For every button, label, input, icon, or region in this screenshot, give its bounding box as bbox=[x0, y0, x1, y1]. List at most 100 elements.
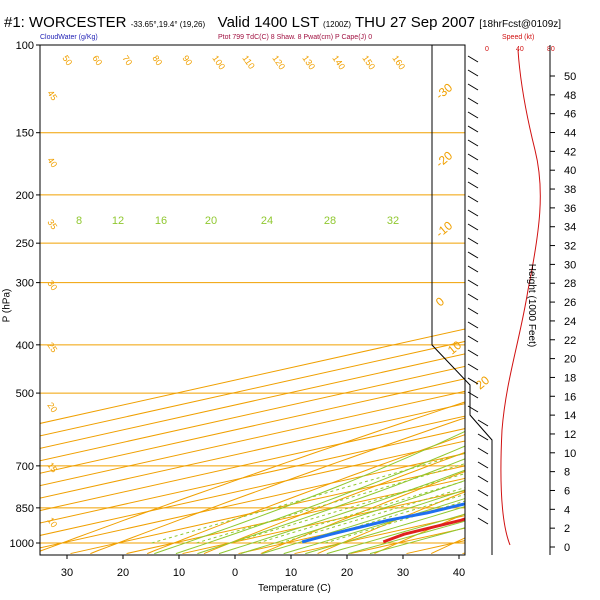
height-tick-label: 48 bbox=[564, 90, 576, 102]
pressure-tick-label: 850 bbox=[16, 503, 34, 515]
wind-barb bbox=[477, 475, 489, 483]
theta-side-label: 35 bbox=[45, 217, 59, 231]
height-tick-label: 18 bbox=[564, 372, 576, 384]
wind-barb bbox=[467, 209, 479, 217]
wind-barb bbox=[467, 363, 479, 371]
isotherm-line bbox=[40, 390, 465, 487]
height-tick-label: 22 bbox=[564, 335, 576, 347]
theta-top-label: 80 bbox=[150, 53, 164, 67]
moist-adiabat bbox=[197, 458, 465, 555]
height-tick-label: 30 bbox=[564, 259, 576, 271]
mixing-ratio-line bbox=[257, 480, 465, 544]
height-tick-label: 20 bbox=[564, 354, 576, 366]
moist-adiabat bbox=[240, 479, 465, 555]
dry-adiabat bbox=[374, 513, 465, 555]
moist-adiabat bbox=[326, 513, 465, 555]
plot-area bbox=[40, 45, 465, 555]
temperature-tick-label: 0 bbox=[232, 567, 238, 579]
dry-adiabat bbox=[40, 401, 465, 552]
x-axis-label: Temperature (C) bbox=[258, 583, 331, 594]
wind-barb bbox=[477, 447, 489, 455]
temperature-tick-label: 30 bbox=[61, 567, 73, 579]
height-tick-label: 26 bbox=[564, 297, 576, 309]
pressure-tick-label: 1000 bbox=[10, 538, 34, 550]
wind-barb bbox=[467, 69, 479, 77]
chart-title: #1: WORCESTER -33.65°,19.4° (19,26) Vali… bbox=[4, 14, 562, 31]
wind-barb bbox=[467, 349, 479, 357]
height-tick-label: 6 bbox=[564, 485, 570, 497]
speed-tick: 40 bbox=[516, 46, 524, 53]
sounding-parameters: Ptot 799 TdC(C) 8 Shaw. 8 Pwat(cm) P Cap… bbox=[218, 34, 373, 41]
wind-panel-border bbox=[431, 45, 493, 555]
theta-top-label: 90 bbox=[180, 53, 194, 67]
height-tick-label: 50 bbox=[564, 71, 576, 83]
wind-barb bbox=[477, 461, 489, 469]
temperature-tick-label: 20 bbox=[341, 567, 353, 579]
theta-side-label: 40 bbox=[45, 155, 59, 169]
wind-barb bbox=[467, 139, 479, 147]
pressure-tick-label: 100 bbox=[16, 40, 34, 52]
cloudwater-label: CloudWater (g/Kg) bbox=[40, 34, 98, 41]
y-axis-label: P (hPa) bbox=[1, 288, 13, 323]
moist-adiabat bbox=[348, 520, 465, 555]
theta-side-label: 10 bbox=[45, 515, 59, 529]
wind-barb bbox=[467, 111, 479, 119]
wind-barb bbox=[467, 125, 479, 133]
mixing-ratio-label: 32 bbox=[387, 215, 399, 227]
height-tick-label: 10 bbox=[564, 448, 576, 460]
theta-side-label: 25 bbox=[45, 340, 59, 354]
isotherm-line bbox=[40, 440, 465, 536]
isotherm-line bbox=[40, 415, 465, 512]
moist-adiabat bbox=[283, 497, 465, 555]
wind-barb bbox=[467, 223, 479, 231]
pressure-tick-label: 300 bbox=[16, 278, 34, 290]
mixing-ratio-line bbox=[196, 463, 465, 544]
height-tick-label: 42 bbox=[564, 146, 576, 158]
wind-barb bbox=[467, 237, 479, 245]
wind-barb bbox=[467, 83, 479, 91]
height-tick-label: 2 bbox=[564, 523, 570, 535]
wind-barb bbox=[467, 167, 479, 175]
pressure-tick-label: 400 bbox=[16, 340, 34, 352]
wind-barb bbox=[467, 405, 479, 413]
dry-adiabat bbox=[488, 56, 600, 554]
height-tick-label: 16 bbox=[564, 391, 576, 403]
mixing-ratio-line bbox=[229, 473, 465, 544]
pressure-tick-label: 150 bbox=[16, 128, 34, 140]
height-tick-label: 28 bbox=[564, 278, 576, 290]
wind-barb bbox=[467, 251, 479, 259]
theta-top-label: 60 bbox=[90, 53, 104, 67]
height-tick-label: 44 bbox=[564, 128, 576, 140]
speed-label: Speed (kt) bbox=[502, 34, 535, 41]
theta-side-label: 30 bbox=[45, 278, 59, 292]
wind-barb bbox=[477, 489, 489, 497]
height-tick-label: 12 bbox=[564, 429, 576, 441]
isotherm-line bbox=[40, 403, 465, 499]
plot-lines bbox=[40, 45, 600, 555]
mixing-ratio-label: 20 bbox=[205, 215, 217, 227]
temperature-tick-label: 30 bbox=[397, 567, 409, 579]
moist-adiabat bbox=[261, 489, 465, 555]
temperature-tick-label: 10 bbox=[173, 567, 185, 579]
theta-side-label: 45 bbox=[45, 88, 59, 102]
wind-barb bbox=[467, 391, 479, 399]
mixing-ratio-label: 24 bbox=[261, 215, 273, 227]
temperature-tick-label: 40 bbox=[453, 567, 465, 579]
isotherm-line bbox=[40, 452, 465, 549]
wind-barb bbox=[467, 307, 479, 315]
wind-barb bbox=[477, 419, 489, 427]
isotherm-line bbox=[40, 378, 465, 474]
height-tick-label: 8 bbox=[564, 467, 570, 479]
mixing-ratio-line bbox=[151, 452, 465, 544]
height-tick-label: 36 bbox=[564, 203, 576, 215]
temperature-tick-label: 20 bbox=[117, 567, 129, 579]
height-tick-label: 46 bbox=[564, 109, 576, 121]
dry-adiabat bbox=[147, 434, 465, 555]
wind-barb bbox=[467, 153, 479, 161]
height-tick-label: 14 bbox=[564, 410, 576, 422]
height-tick-label: 38 bbox=[564, 184, 576, 196]
moist-adiabat bbox=[305, 506, 465, 555]
wind-barb bbox=[477, 433, 489, 441]
plot-frame bbox=[39, 44, 466, 556]
